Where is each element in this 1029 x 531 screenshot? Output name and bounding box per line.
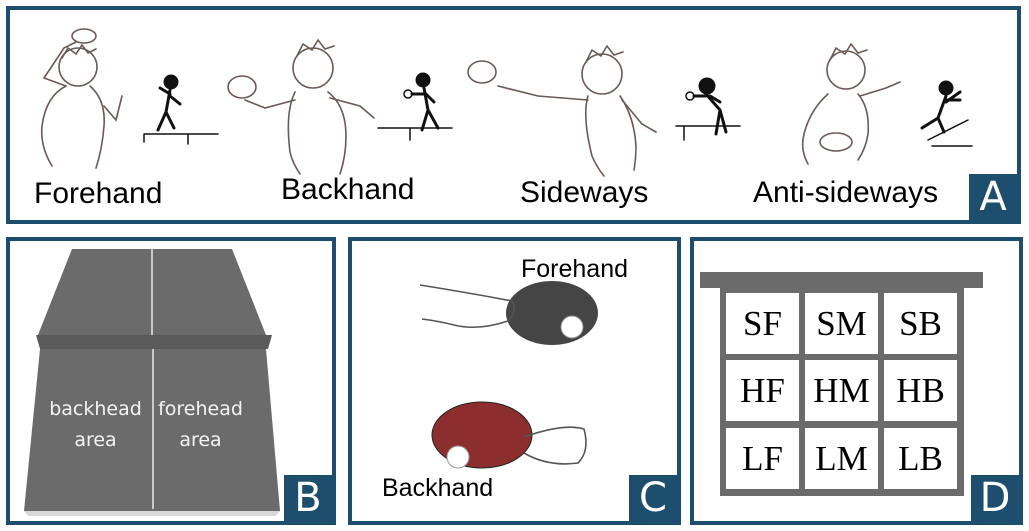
grid-cell: LB — [884, 428, 957, 489]
panel-badge-c: C — [629, 475, 677, 521]
panel-badge-a: A — [969, 174, 1017, 220]
forehand-grip-label: Forehand — [521, 255, 629, 283]
grid-cell: LM — [805, 428, 878, 489]
grid-frame: SF SM SB HF HM HB LF LM LB — [720, 288, 964, 496]
panel-c-grips: Forehand Backhand C — [348, 237, 681, 525]
stick-figure-forehand — [143, 74, 219, 145]
grid-net-bar — [700, 272, 983, 288]
panel-a-strokes: Forehand Backhand Sideways Anti-sideways… — [6, 6, 1021, 224]
grid-cell: LF — [726, 428, 799, 489]
stick-figure-anti-sideways — [920, 80, 973, 147]
player-backhand-sketch — [227, 38, 375, 175]
grid-cell: SB — [884, 293, 957, 354]
stroke-label-backhand: Backhand — [281, 173, 415, 206]
stroke-label-sideways: Sideways — [520, 176, 649, 209]
grip-illustrations — [419, 281, 598, 469]
panel-b-table-areas: backhead area forehead area B — [6, 237, 336, 525]
grid-cell: HM — [805, 360, 878, 421]
player-forehand-sketch — [40, 28, 123, 169]
panel-badge-b: B — [284, 475, 332, 521]
backhand-grip-label: Backhand — [382, 474, 494, 502]
table-near-half — [24, 349, 280, 511]
panel-badge-d: D — [971, 475, 1019, 521]
grid-cell: HB — [884, 360, 957, 421]
stick-figure-backhand — [377, 72, 453, 141]
forehand-area-label: forehead area — [158, 398, 243, 451]
backhand-area-label: backhead area — [49, 398, 142, 451]
grid-cell: HF — [726, 360, 799, 421]
table-diagram — [24, 249, 280, 516]
panel-d-target-grid: SF SM SB HF HM HB LF LM LB D — [690, 237, 1023, 525]
player-anti-sideways-sketch — [801, 42, 901, 165]
stroke-illustrations — [40, 28, 973, 177]
table-net — [36, 335, 272, 349]
grid-cell: SM — [805, 293, 878, 354]
backhand-paddle — [431, 401, 587, 469]
stroke-label-forehand: Forehand — [34, 177, 163, 210]
stroke-label-anti-sideways: Anti-sideways — [753, 176, 939, 209]
stick-figure-sideways — [675, 77, 741, 141]
player-sideways-sketch — [467, 44, 657, 177]
grid-cell: SF — [726, 293, 799, 354]
forehand-paddle — [419, 281, 598, 345]
